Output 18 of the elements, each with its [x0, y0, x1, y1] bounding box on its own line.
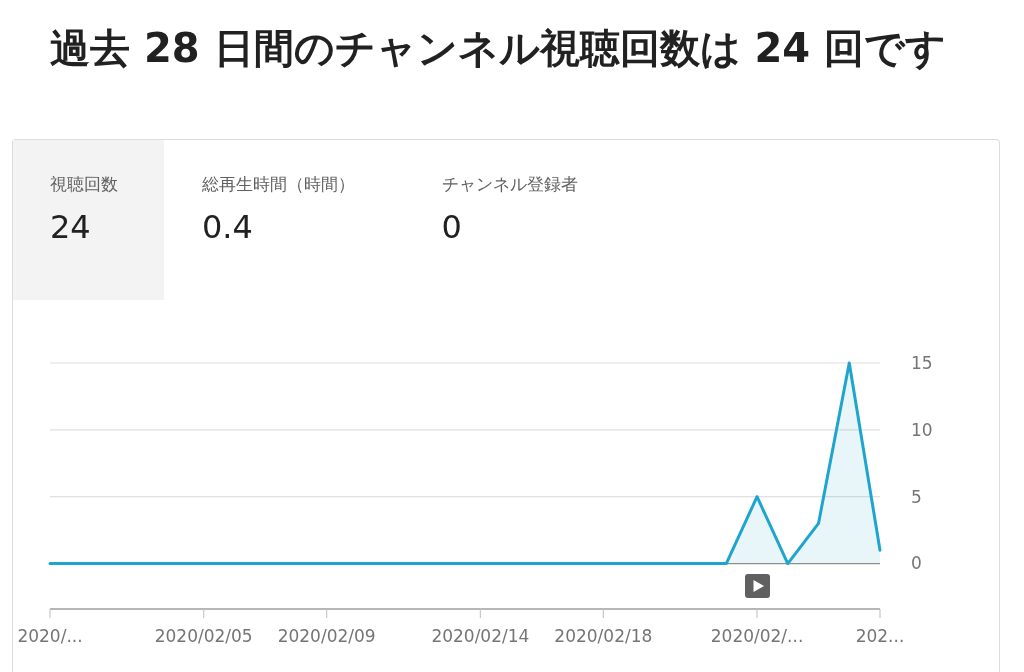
data-label: 0.4 [202, 208, 253, 246]
x-tick-label: 2020/02/05 [154, 626, 253, 646]
y-tick-label: 15 [911, 352, 933, 373]
category-label: チャンネル登録者 [441, 174, 578, 194]
category-label: 視聴回数 [50, 174, 118, 194]
data-label: 0 [441, 208, 462, 246]
y-tick-label: 5 [911, 486, 922, 507]
text: 過去 28 日間のチャンネル視聴回数は 24 回です [50, 25, 947, 71]
x-tick-label: 2020/02/14 [431, 626, 530, 646]
x-tick-label: 2020/02/18 [554, 626, 653, 646]
y-tick-label: 0 [911, 553, 922, 574]
category-label: 総再生時間（時間） [201, 174, 355, 194]
y-tick-label: 10 [911, 419, 933, 440]
x-tick-label: 2020/... [17, 626, 83, 646]
x-tick-label: 202... [855, 626, 905, 646]
data-label: 24 [50, 208, 91, 246]
x-tick-label: 2020/02/... [710, 626, 804, 646]
x-tick-label: 2020/02/09 [277, 626, 376, 646]
